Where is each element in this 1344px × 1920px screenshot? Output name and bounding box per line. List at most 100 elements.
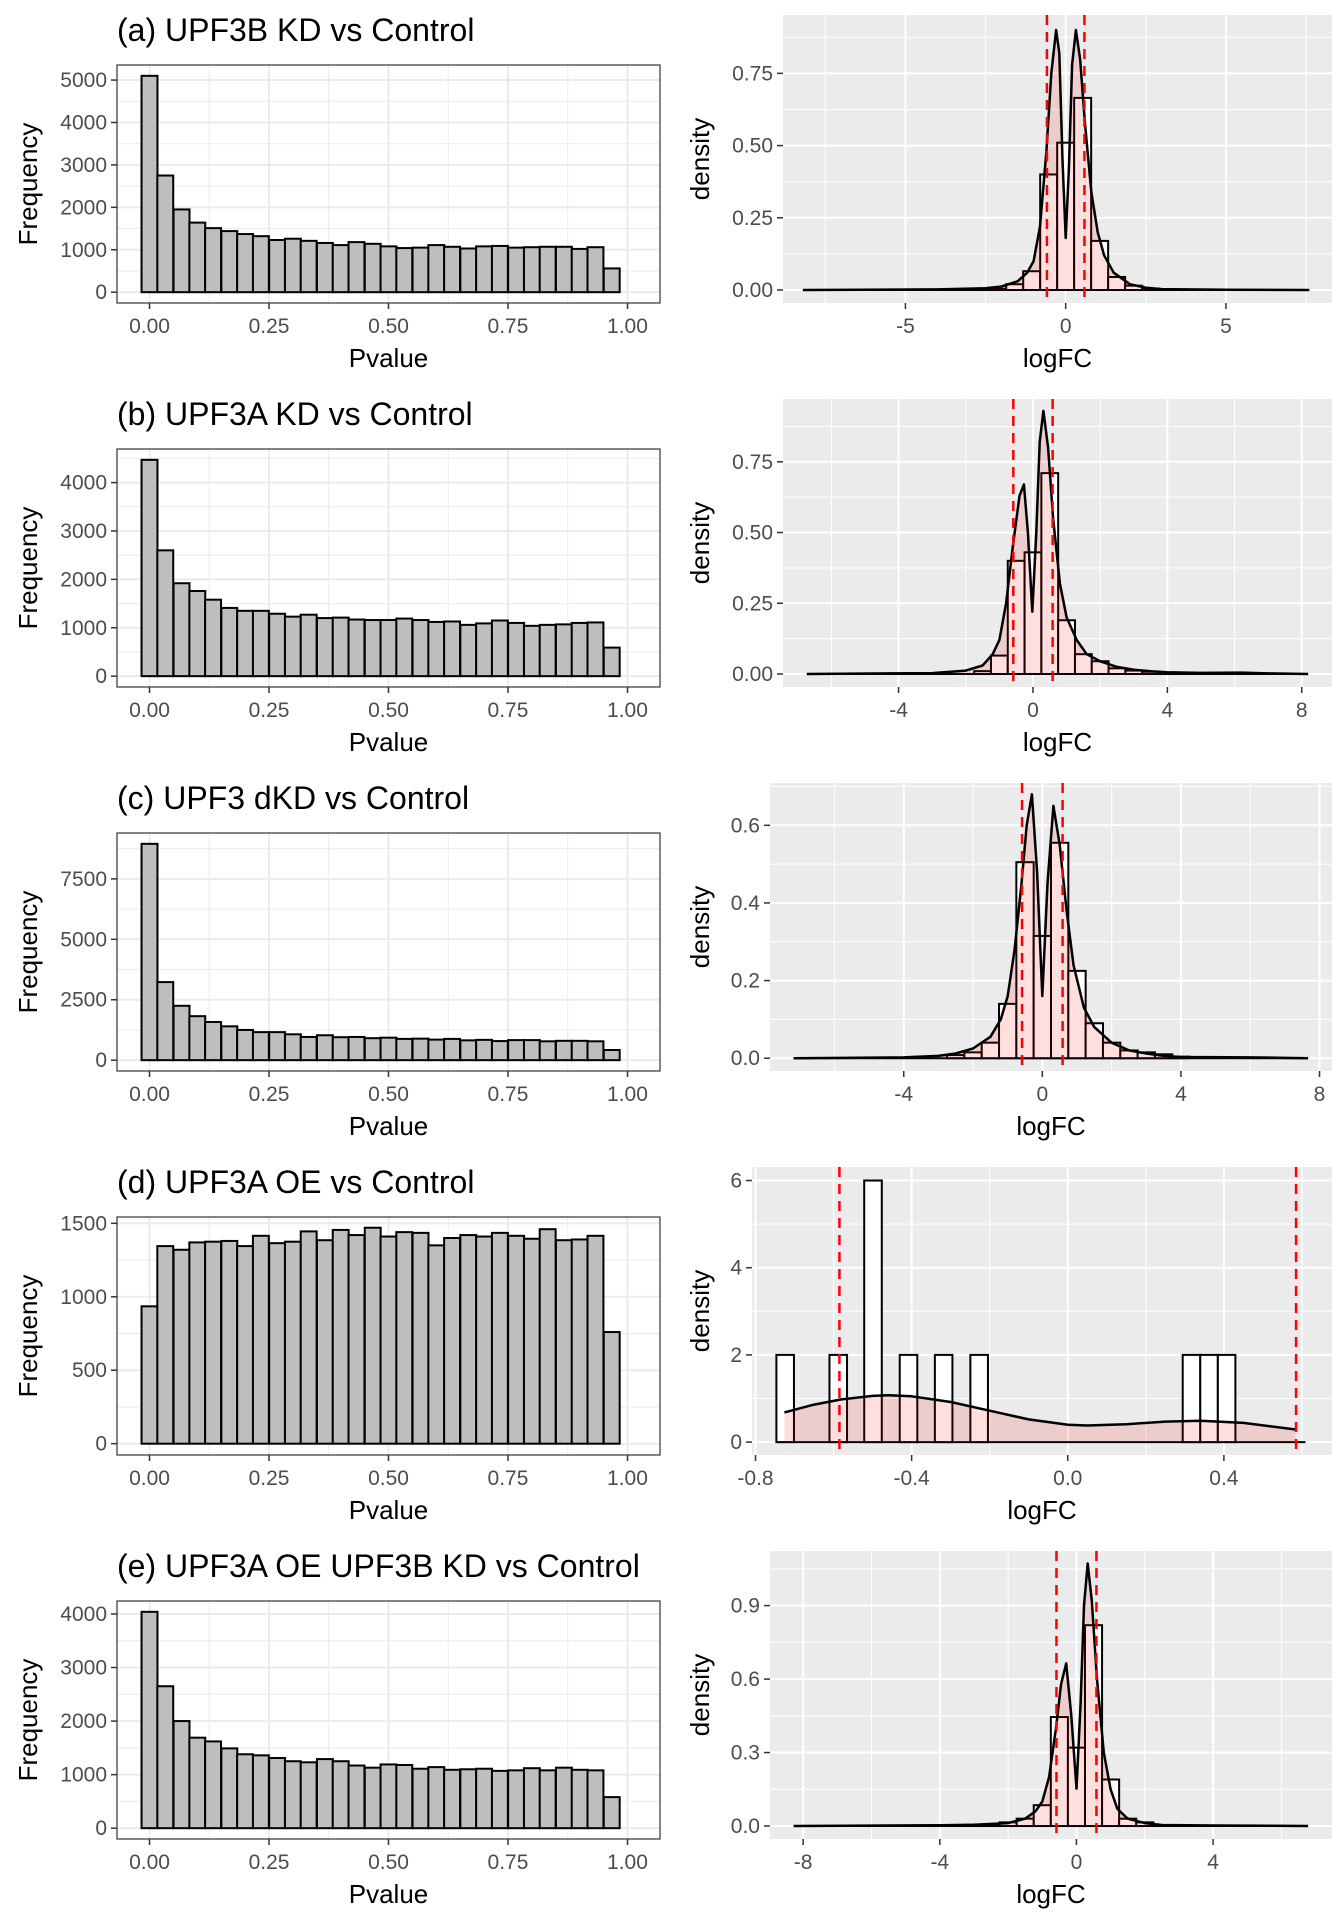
x-tick-label: 0 — [1027, 699, 1039, 722]
histogram-bar — [236, 1028, 255, 1062]
x-axis-title: Pvalue — [349, 1111, 429, 1141]
x-tick-label: 0.00 — [129, 1467, 170, 1490]
histogram-bar — [443, 620, 462, 678]
y-tick-label: 0.3 — [731, 1742, 760, 1765]
histogram-bar — [156, 174, 175, 294]
histogram-bar — [204, 227, 223, 294]
y-axis-title: density — [685, 886, 715, 968]
histogram-bar — [538, 623, 557, 678]
histogram-bar — [775, 1353, 795, 1444]
histogram-bar — [554, 1039, 573, 1062]
histogram-bar — [411, 1231, 430, 1445]
chart-svg: -8 -4 0 4 0.0 0.3 0.6 0.9 logFC density — [685, 1551, 1332, 1909]
histogram-bar — [459, 1234, 478, 1445]
x-axis-title: logFC — [1023, 727, 1092, 757]
y-axis-title: Frequency — [13, 1275, 43, 1398]
histogram-bar — [411, 1037, 430, 1062]
histogram-bar — [140, 74, 159, 294]
y-tick-label: 1500 — [60, 1212, 107, 1235]
histogram-bar — [299, 1035, 318, 1062]
histogram-bar — [251, 235, 270, 294]
histogram-bar — [507, 1234, 526, 1445]
y-tick-label: 0.9 — [731, 1595, 760, 1618]
x-axis-title: Pvalue — [349, 1495, 429, 1525]
histogram-bar — [570, 1039, 589, 1062]
histogram-bar — [331, 616, 350, 678]
histogram-bar — [220, 1025, 239, 1062]
x-tick-label: 0.25 — [249, 1851, 290, 1874]
logfc-density-histogram: -5 0 5 0.00 0.25 0.50 0.75 logFC density — [672, 0, 1344, 384]
histogram-bar — [395, 1231, 414, 1445]
x-tick-label: -0.8 — [737, 1467, 773, 1490]
histogram-bar — [379, 619, 398, 678]
histogram-bar — [522, 1039, 541, 1062]
x-tick-label: 8 — [1296, 699, 1308, 722]
x-tick-label: 4 — [1207, 1851, 1219, 1874]
y-tick-label: 1000 — [60, 1286, 107, 1309]
histogram-bar — [140, 842, 159, 1062]
y-tick-label: 3000 — [60, 1657, 107, 1680]
histogram-bar — [379, 1036, 398, 1062]
y-tick-label: 2500 — [60, 989, 107, 1012]
x-tick-label: 0.25 — [249, 315, 290, 338]
histogram-bar — [443, 1768, 462, 1830]
histogram-bar — [459, 623, 478, 678]
histogram-bar — [299, 1761, 318, 1830]
y-tick-label: 1000 — [60, 617, 107, 640]
histogram-bar — [969, 1353, 989, 1444]
histogram-bar — [475, 1038, 494, 1062]
x-tick-label: 1.00 — [607, 1851, 648, 1874]
histogram-bar — [140, 1610, 159, 1830]
x-tick-label: 0.00 — [129, 315, 170, 338]
histogram-bar — [347, 1035, 366, 1062]
y-tick-label: 6 — [730, 1170, 742, 1193]
y-tick-label: 0.6 — [731, 814, 760, 837]
x-tick-label: 0 — [1036, 1083, 1048, 1106]
histogram-bar — [522, 1237, 541, 1445]
x-tick-label: 0.75 — [488, 315, 529, 338]
x-axis-title: logFC — [1016, 1111, 1085, 1141]
density-curve — [793, 1562, 1309, 1828]
x-tick-label: 0.50 — [368, 1083, 409, 1106]
y-tick-label: 4000 — [60, 472, 107, 495]
histogram-bar — [283, 1033, 302, 1062]
y-tick-label: 7500 — [60, 868, 107, 891]
histogram-bar — [156, 1245, 175, 1445]
histogram-bar — [602, 1796, 621, 1830]
histogram-bar — [236, 609, 255, 678]
chart-title: (a) UPF3B KD vs Control — [117, 12, 474, 48]
histogram-bar — [172, 1004, 191, 1062]
histogram-bar — [236, 233, 255, 294]
density-curve — [784, 1393, 1296, 1431]
histogram-bar — [363, 1226, 382, 1445]
histogram-bar — [538, 1228, 557, 1445]
density-curve — [802, 28, 1310, 292]
histogram-bar — [220, 230, 239, 294]
logfc-density-histogram: -0.8 -0.4 0.0 0.4 0 2 4 6 logFC density — [672, 1152, 1344, 1536]
pvalue-histogram: 0.00 0.25 0.50 0.75 1.00 0 1000 2000 3000 4000 Pva… — [0, 384, 672, 768]
density-area — [802, 30, 1310, 291]
histogram-bar — [299, 239, 318, 294]
histogram-bar — [443, 1237, 462, 1445]
histogram-bar — [315, 1239, 334, 1445]
y-tick-label: 0.6 — [731, 1668, 760, 1691]
x-tick-label: 1.00 — [607, 699, 648, 722]
x-tick-label: 8 — [1314, 1083, 1326, 1106]
x-tick-label: 0.25 — [249, 1083, 290, 1106]
histogram-bar — [459, 1768, 478, 1830]
x-tick-label: -0.4 — [894, 1467, 931, 1490]
histogram-bar — [347, 241, 366, 294]
histogram-bar — [554, 245, 573, 294]
chart-title: (b) UPF3A KD vs Control — [117, 396, 473, 432]
x-tick-label: 0.0 — [1053, 1467, 1082, 1490]
x-axis-title: logFC — [1007, 1495, 1076, 1525]
x-tick-label: 0.75 — [488, 699, 529, 722]
histogram-bar — [236, 1753, 255, 1830]
y-axis-title: density — [685, 1270, 715, 1352]
y-tick-label: 2 — [730, 1344, 742, 1367]
y-tick-label: 2000 — [60, 1710, 107, 1733]
x-axis-title: Pvalue — [349, 727, 429, 757]
x-tick-label: -4 — [894, 1083, 913, 1106]
histogram-bar — [538, 245, 557, 294]
y-tick-label: 0 — [95, 1049, 107, 1072]
